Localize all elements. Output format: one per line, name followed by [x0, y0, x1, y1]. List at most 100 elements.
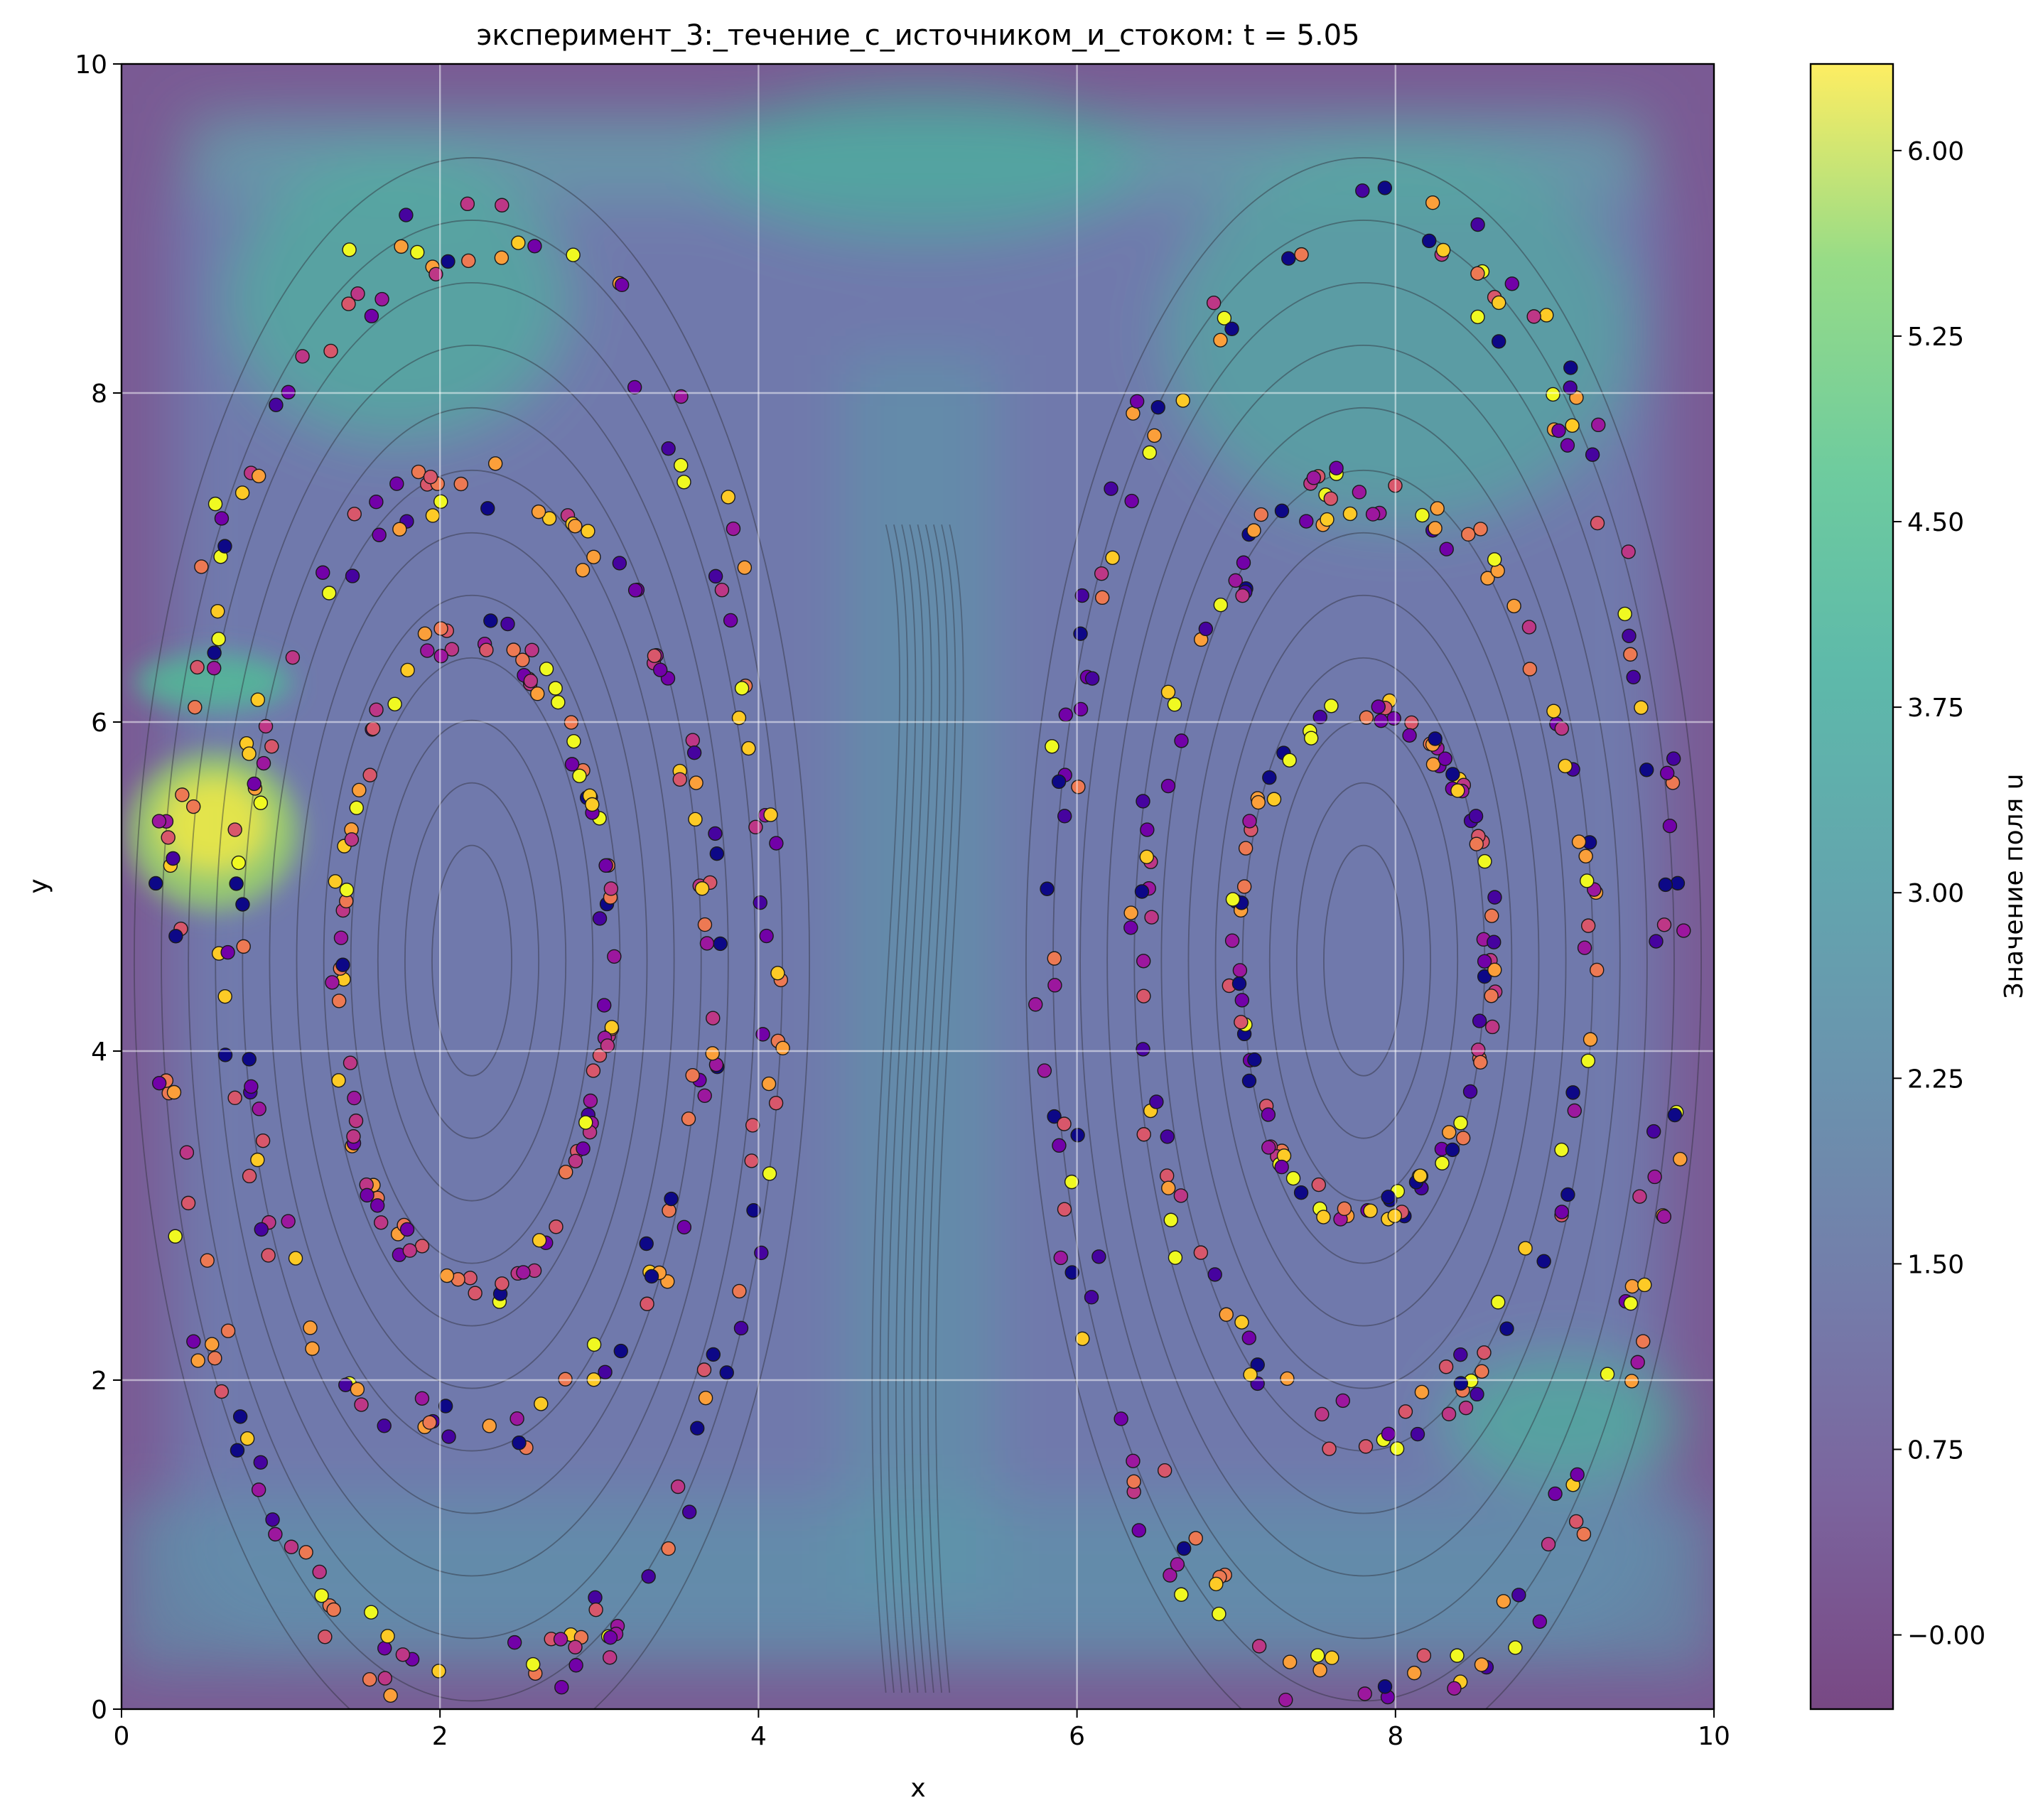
particle — [500, 616, 515, 632]
particle — [365, 721, 381, 736]
particle — [681, 1504, 697, 1519]
particle — [575, 563, 591, 578]
field-blobs — [122, 85, 1714, 1670]
colorbar-gradient — [1811, 64, 1893, 1709]
streamlines — [134, 157, 1702, 1709]
streamline — [919, 524, 949, 1693]
particle — [231, 855, 246, 871]
particle — [1487, 890, 1502, 905]
particle — [190, 1353, 205, 1368]
particle — [1225, 892, 1241, 907]
particle — [1428, 521, 1443, 536]
particle — [1558, 758, 1573, 774]
particle — [566, 247, 581, 262]
particle — [1511, 1588, 1526, 1603]
particle — [1174, 1587, 1189, 1602]
particle — [1563, 380, 1578, 395]
particle — [1541, 1536, 1556, 1552]
particle — [1646, 1124, 1661, 1139]
particle — [1147, 428, 1162, 443]
particle — [1480, 571, 1495, 586]
particle — [1274, 1159, 1289, 1175]
particle — [1580, 1053, 1596, 1068]
streamline — [242, 406, 702, 1514]
particle — [566, 733, 581, 749]
particle — [335, 957, 350, 972]
particle — [1144, 910, 1159, 925]
particle — [360, 1188, 374, 1203]
particle — [188, 699, 203, 715]
particle — [1670, 876, 1686, 890]
particle — [1435, 1156, 1450, 1170]
particle — [1051, 774, 1067, 790]
particle — [1676, 923, 1691, 938]
particle — [1136, 989, 1151, 1003]
particle — [205, 1337, 220, 1352]
particle — [1312, 709, 1327, 725]
particle — [261, 1248, 276, 1263]
particle — [244, 1079, 259, 1094]
particle — [1173, 1188, 1189, 1203]
particle — [254, 1222, 269, 1237]
particle — [186, 1334, 201, 1349]
particle — [681, 1111, 696, 1126]
particle — [1377, 1679, 1393, 1694]
particle — [1554, 721, 1570, 736]
particle — [342, 242, 357, 257]
particle — [186, 799, 201, 814]
particle — [1455, 1131, 1471, 1146]
particle — [685, 733, 701, 748]
particle — [1241, 1073, 1257, 1089]
particle — [168, 1229, 183, 1244]
particle — [389, 476, 404, 491]
y-tick-label: 8 — [91, 379, 107, 409]
particle — [1047, 951, 1062, 966]
particle — [597, 998, 612, 1013]
particle — [1320, 512, 1335, 527]
particle — [1047, 1109, 1062, 1124]
particle — [479, 642, 494, 657]
particle — [495, 198, 510, 212]
particle — [551, 695, 566, 710]
particle — [515, 652, 530, 667]
particle — [1209, 1576, 1224, 1592]
particle — [1477, 854, 1492, 869]
particle — [1637, 1277, 1652, 1293]
particle — [586, 1063, 601, 1078]
particle — [1499, 1321, 1514, 1336]
particle — [1322, 1441, 1337, 1456]
particle — [1163, 1212, 1178, 1227]
particle — [705, 1046, 720, 1061]
particle — [1213, 333, 1228, 348]
particle — [1522, 662, 1538, 677]
colorbar-tick-label: 5.25 — [1907, 323, 1964, 352]
particle — [1471, 1043, 1486, 1057]
particle — [314, 1588, 329, 1603]
streamline — [871, 524, 900, 1693]
particle — [1160, 778, 1176, 794]
particle — [1236, 879, 1252, 894]
particle — [661, 1541, 676, 1556]
particle — [288, 1251, 303, 1266]
particle — [1536, 1254, 1551, 1269]
particle — [1407, 1665, 1422, 1681]
particle — [1358, 1439, 1374, 1454]
particle — [1075, 1331, 1090, 1347]
particle — [775, 1040, 790, 1056]
particle — [439, 1268, 455, 1283]
particle — [377, 1641, 392, 1656]
particle — [168, 929, 183, 944]
axes-frame — [120, 63, 1715, 1711]
particle — [414, 1239, 430, 1254]
particle — [1134, 884, 1150, 899]
streamline — [1187, 532, 1540, 1389]
particle — [726, 521, 741, 537]
particle — [737, 560, 753, 575]
particle — [1058, 707, 1074, 722]
particle — [284, 1539, 299, 1554]
particle — [281, 1214, 296, 1229]
particle — [207, 645, 222, 660]
particle — [1123, 905, 1138, 920]
particle — [420, 643, 435, 658]
particle — [220, 944, 235, 960]
